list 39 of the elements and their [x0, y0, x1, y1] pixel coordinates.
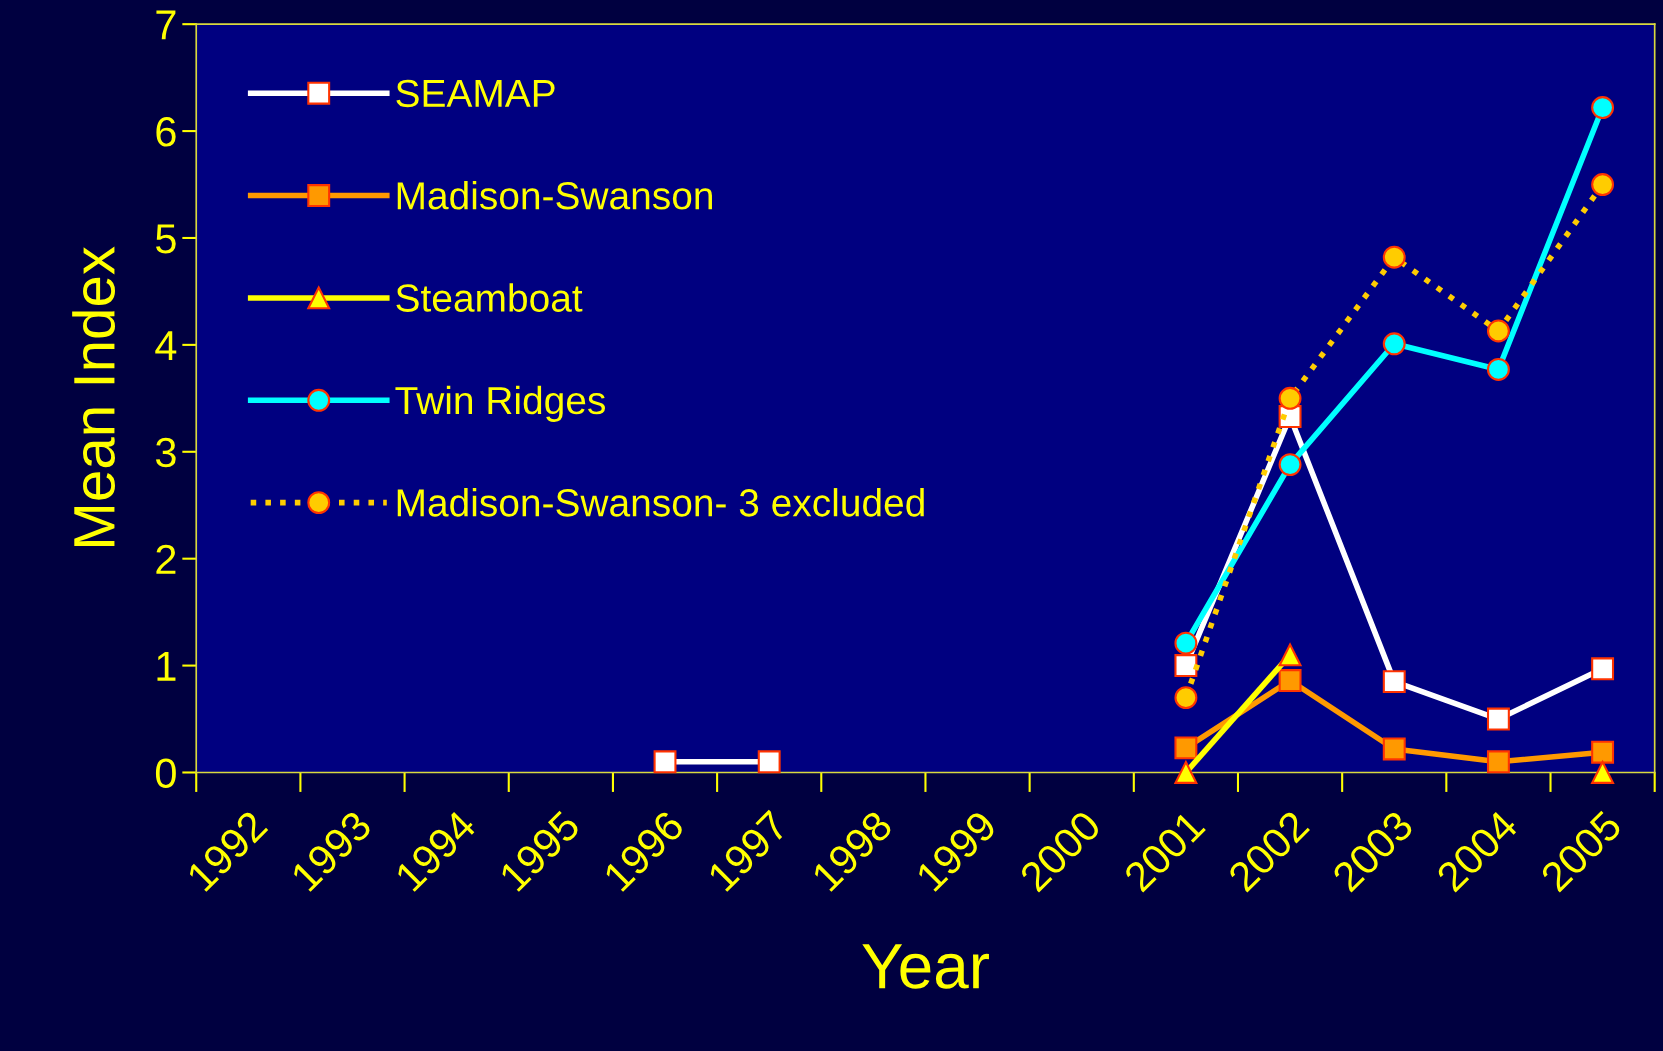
point — [1174, 654, 1198, 678]
point — [1382, 670, 1406, 694]
point — [1278, 386, 1302, 410]
point — [1486, 358, 1510, 381]
point — [1591, 657, 1615, 681]
point — [1486, 707, 1510, 731]
legend-label: Madison-Swanson- 3 excluded — [397, 488, 924, 517]
y-tick-label: 7 — [156, 10, 176, 40]
x-axis-title: Year — [862, 944, 989, 989]
point — [1174, 686, 1198, 710]
point — [1591, 96, 1615, 120]
point — [1591, 740, 1615, 764]
point — [1278, 453, 1302, 477]
point — [1278, 669, 1302, 693]
legend-label: SEAMAP — [396, 79, 555, 108]
point — [1486, 319, 1510, 343]
point — [1591, 761, 1615, 784]
y-tick-label: 0 — [155, 758, 176, 788]
point — [757, 750, 781, 774]
legend-label: Twin Ridges — [395, 385, 605, 422]
point — [653, 750, 677, 774]
point — [1174, 736, 1198, 760]
y-axis-title: Mean Index — [72, 246, 116, 546]
y-tick-label: 2 — [156, 544, 176, 574]
point — [1486, 750, 1510, 774]
point — [1382, 332, 1406, 356]
point — [1382, 737, 1406, 761]
y-tick-label: 1 — [157, 652, 176, 681]
legend-label: Steamboat — [396, 283, 583, 312]
point — [1174, 761, 1198, 784]
legend-label: Madison-Swanson — [397, 180, 712, 210]
point — [1174, 631, 1198, 655]
y-tick-label: 3 — [155, 437, 176, 468]
point — [1382, 245, 1406, 269]
y-tick-label: 4 — [155, 331, 177, 360]
point — [1591, 173, 1615, 196]
y-tick-label: 5 — [155, 224, 176, 254]
y-tick-label: 6 — [156, 117, 176, 147]
point — [1278, 643, 1302, 667]
